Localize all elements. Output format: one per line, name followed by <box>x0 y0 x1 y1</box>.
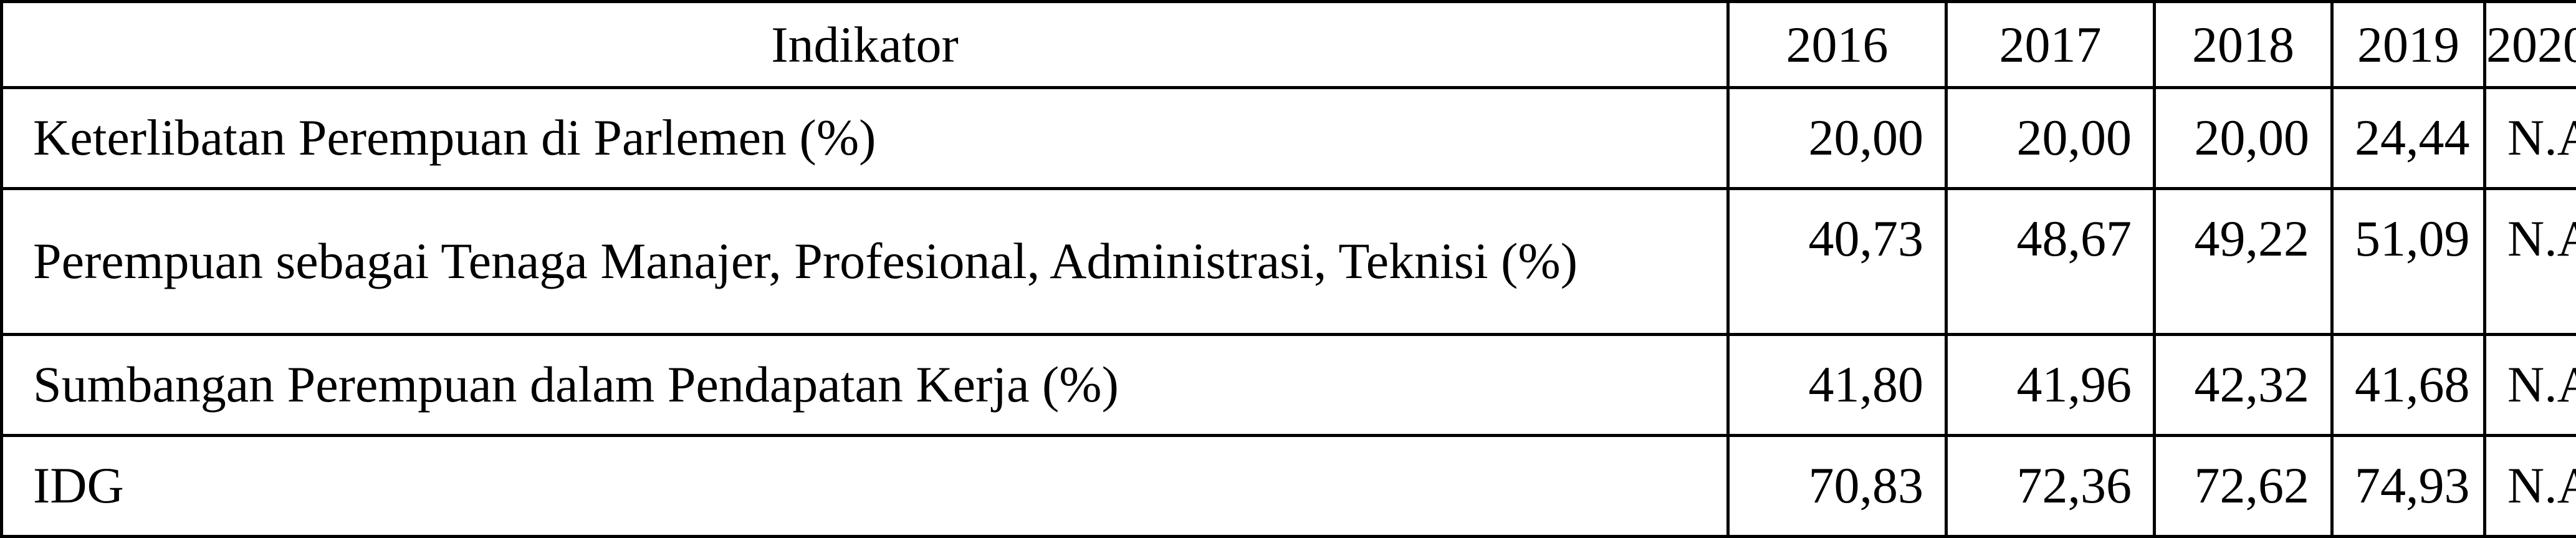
table-header-row: Indikator 2016 2017 2018 2019 2020 <box>2 2 2576 88</box>
cell-value: 41,80 <box>1728 334 1946 435</box>
header-2016: 2016 <box>1728 2 1946 88</box>
cell-value: 49,22 <box>2155 188 2332 334</box>
cell-value: 20,00 <box>1728 88 1946 189</box>
cell-value: 70,83 <box>1728 435 1946 536</box>
header-2017: 2017 <box>1946 2 2155 88</box>
header-2020: 2020 <box>2485 2 2576 88</box>
cell-value: 40,73 <box>1728 188 1946 334</box>
cell-value: 51,09 <box>2332 188 2485 334</box>
table-row: Keterlibatan Perempuan di Parlemen (%) 2… <box>2 88 2576 189</box>
cell-value: 20,00 <box>2155 88 2332 189</box>
cell-value: N.A <box>2485 334 2576 435</box>
table-row: Perempuan sebagai Tenaga Manajer, Profes… <box>2 188 2576 334</box>
table-row: IDG 70,83 72,36 72,62 74,93 N.A <box>2 435 2576 536</box>
row-label: IDG <box>2 435 1728 536</box>
header-2018: 2018 <box>2155 2 2332 88</box>
cell-value: N.A <box>2485 188 2576 334</box>
row-label: Perempuan sebagai Tenaga Manajer, Profes… <box>2 188 1728 334</box>
cell-value: 41,96 <box>1946 334 2155 435</box>
cell-value: N.A <box>2485 435 2576 536</box>
cell-value: 20,00 <box>1946 88 2155 189</box>
cell-value: N.A <box>2485 88 2576 189</box>
cell-value: 72,62 <box>2155 435 2332 536</box>
row-label: Sumbangan Perempuan dalam Pendapatan Ker… <box>2 334 1728 435</box>
cell-value: 42,32 <box>2155 334 2332 435</box>
cell-value: 48,67 <box>1946 188 2155 334</box>
indicator-table: Indikator 2016 2017 2018 2019 2020 Keter… <box>0 0 2576 538</box>
header-2019: 2019 <box>2332 2 2485 88</box>
header-indikator: Indikator <box>2 2 1728 88</box>
table-row: Sumbangan Perempuan dalam Pendapatan Ker… <box>2 334 2576 435</box>
cell-value: 41,68 <box>2332 334 2485 435</box>
cell-value: 72,36 <box>1946 435 2155 536</box>
cell-value: 74,93 <box>2332 435 2485 536</box>
row-label: Keterlibatan Perempuan di Parlemen (%) <box>2 88 1728 189</box>
cell-value: 24,44 <box>2332 88 2485 189</box>
